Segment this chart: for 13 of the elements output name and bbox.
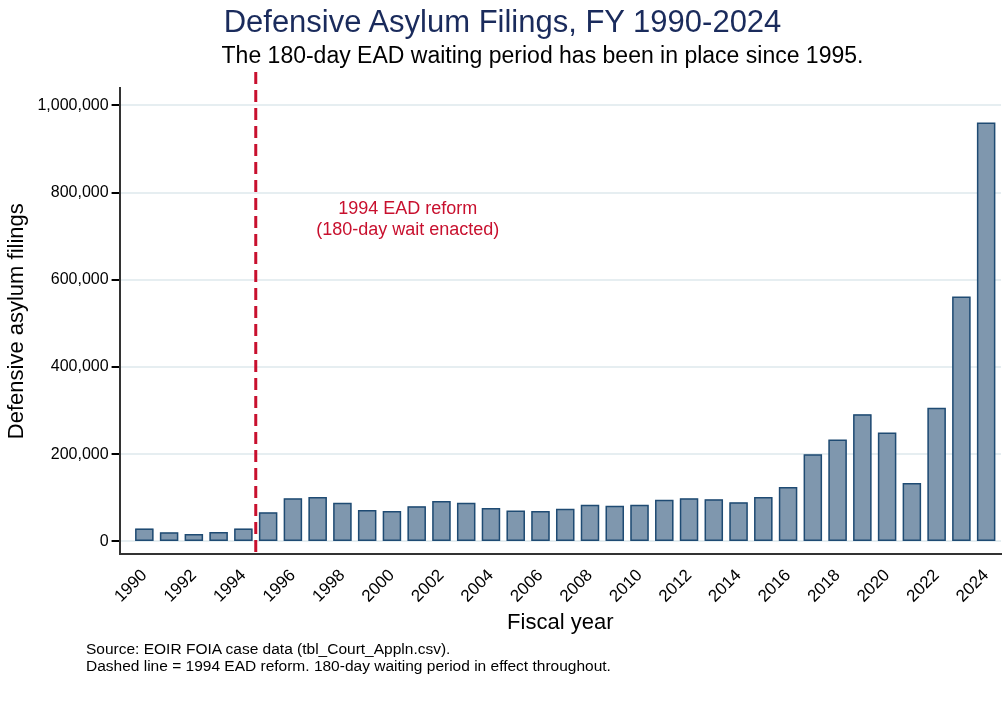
y-axis-title: Defensive asylum filings <box>3 203 29 440</box>
text: Dashed line = 1994 EAD reform. 180-day waiting period in effect throughout. <box>86 657 612 674</box>
y-tick-label: 600,000 <box>50 270 109 288</box>
chart-title: Defensive Asylum Filings, FY 1990-2024 <box>222 3 783 40</box>
x-axis-title: Fiscal year <box>507 608 614 634</box>
y-tick-label: 0 <box>99 531 109 549</box>
y-tick-label: 1,000,000 <box>37 95 109 113</box>
y-tick-label: 800,000 <box>50 183 109 201</box>
ref-line-label: 1994 EAD reform (180-day wait enacted) <box>316 198 500 239</box>
y-tick-label: 400,000 <box>50 357 109 375</box>
source-note: Source: EOIR FOIA case data (tbl_Court_Appln.csv). <box>86 640 452 657</box>
chart-subtitle: The 180-day EAD waiting period has been in place since 1995. <box>220 41 865 70</box>
y-tick-label: 200,000 <box>50 444 109 462</box>
